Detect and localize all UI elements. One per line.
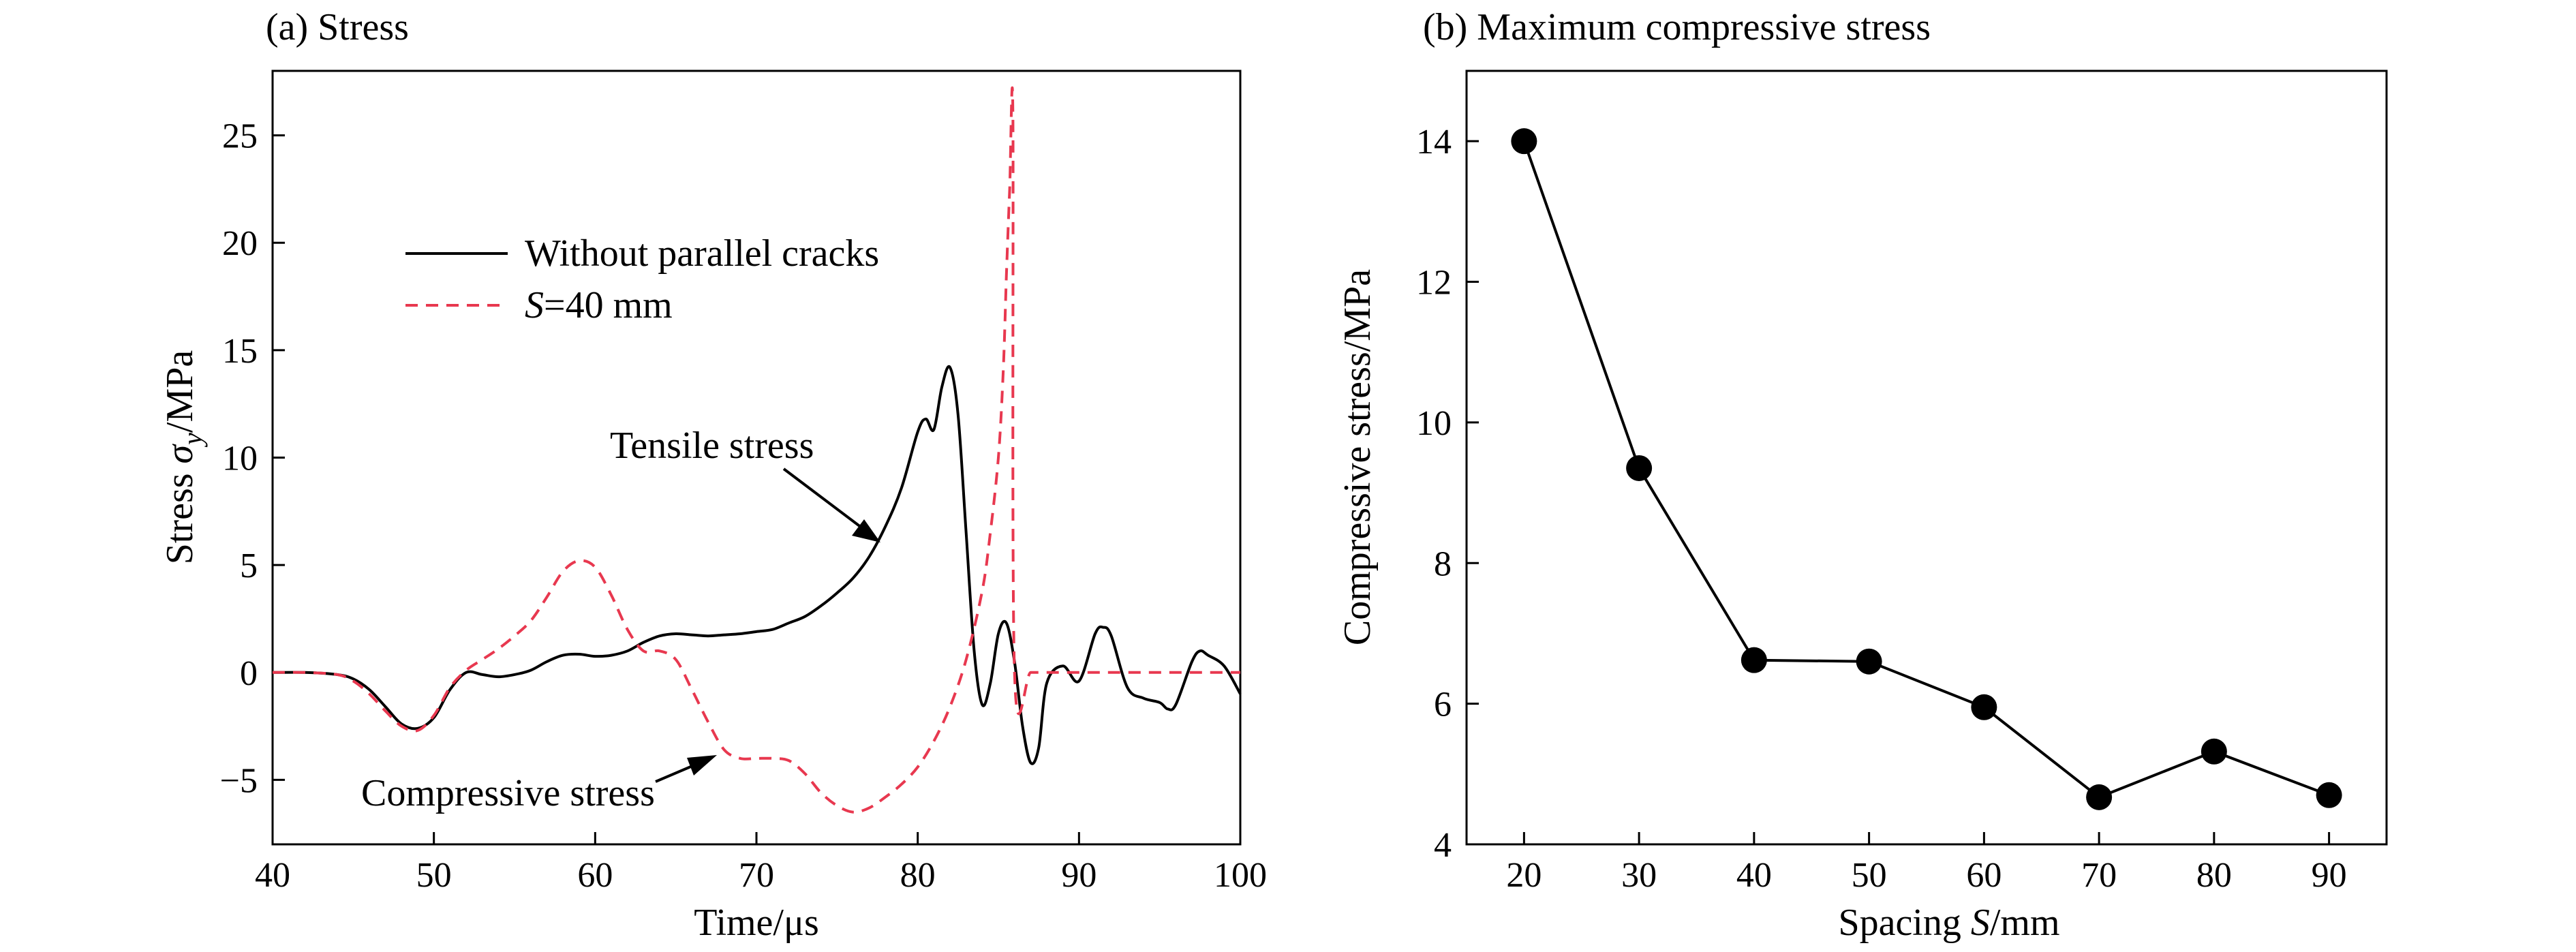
- annotation-compressive-stress: Compressive stress: [361, 772, 655, 814]
- x-tick-label-b-90: 90: [2312, 856, 2347, 895]
- data-point-b-80: [2201, 738, 2227, 765]
- x-tick-label-a-60: 60: [577, 856, 613, 895]
- y-tick-label-b-6: 6: [1434, 686, 1452, 724]
- panel-b-series: [1511, 128, 2342, 810]
- y-tick-label-b-10: 10: [1416, 404, 1452, 443]
- y-tick-label-a-25: 25: [222, 117, 258, 156]
- panel-b-xlabel-prefix: Spacing: [1838, 902, 1970, 944]
- panel-a-ylabel: Stress σy/MPa: [159, 350, 208, 565]
- panel-b-title: (b) Maximum compressive stress: [1423, 6, 1931, 48]
- panel-a-ylabel-suffix: /MPa: [159, 350, 201, 433]
- panel-b-ticks: 20 30 40 50 60 70 80 90 4 6 8 10 12 14: [1416, 123, 2347, 895]
- y-tick-label-b-8: 8: [1434, 544, 1452, 583]
- panel-a-ylabel-symbol: σ: [159, 443, 201, 463]
- x-tick-label-a-100: 100: [1214, 856, 1267, 895]
- x-tick-label-b-60: 60: [1966, 856, 2002, 895]
- x-tick-label-a-80: 80: [900, 856, 936, 895]
- panel-b-xlabel-suffix: /mm: [1990, 902, 2060, 944]
- annotation-tensile-stress: Tensile stress: [610, 425, 814, 467]
- arrow-compressive-head: [687, 755, 717, 776]
- x-tick-label-b-70: 70: [2081, 856, 2117, 895]
- y-tick-label-a-10: 10: [222, 440, 258, 478]
- x-tick-label-b-30: 30: [1621, 856, 1657, 895]
- legend-label-s40: S=40 mm: [525, 284, 673, 326]
- arrow-tensile-shaft: [782, 467, 868, 533]
- x-tick-label-a-40: 40: [255, 856, 290, 895]
- data-point-b-20: [1511, 128, 1537, 155]
- panel-a-ticks: 40 50 60 70 80 90 100 −5 0 5 10 15 20 25: [220, 117, 1267, 895]
- x-tick-label-b-40: 40: [1736, 856, 1772, 895]
- data-point-b-60: [1971, 694, 1997, 720]
- series-line-b-0: [1522, 140, 2330, 799]
- data-point-b-40: [1741, 647, 1767, 673]
- panel-a-stress: (a) Stress 40 50 60 70 80 90 100 −5 0 5 10 15 20 25 W…: [159, 6, 1267, 944]
- panel-a-series: [272, 87, 1242, 814]
- x-tick-label-a-90: 90: [1061, 856, 1097, 895]
- panel-a-legend: Without parallel cracks S=40 mm: [405, 232, 879, 326]
- x-tick-label-a-50: 50: [416, 856, 452, 895]
- series-line-a-0: [272, 365, 1242, 765]
- panel-b-axes-frame: [1465, 70, 2388, 846]
- arrow-tensile-head: [852, 519, 880, 542]
- panel-b-xlabel-italic: S: [1971, 902, 1990, 944]
- legend-label-without-cracks: Without parallel cracks: [525, 232, 879, 275]
- x-tick-label-b-20: 20: [1506, 856, 1542, 895]
- panel-a-title: (a) Stress: [266, 6, 409, 48]
- x-tick-label-b-50: 50: [1852, 856, 1887, 895]
- data-point-b-30: [1626, 455, 1653, 481]
- panel-a-xlabel: Time/μs: [694, 902, 819, 944]
- data-point-b-50: [1856, 648, 1882, 675]
- panel-a-ylabel-subscript: y: [177, 433, 208, 448]
- y-tick-label-a--5: −5: [220, 761, 258, 800]
- legend-label-s40-italic: S: [525, 284, 544, 326]
- panel-b-xlabel: Spacing S/mm: [1838, 902, 2059, 944]
- y-tick-label-b-14: 14: [1416, 123, 1452, 162]
- panel-a-ylabel-prefix: Stress: [159, 463, 201, 564]
- y-tick-label-a-0: 0: [240, 654, 258, 693]
- series-line-a-1: [272, 87, 1240, 814]
- panel-b-ylabel: Compressive stress/MPa: [1336, 269, 1379, 645]
- y-tick-label-a-15: 15: [222, 332, 258, 371]
- x-tick-label-b-80: 80: [2196, 856, 2232, 895]
- x-tick-label-a-70: 70: [739, 856, 774, 895]
- panel-b-max-compressive: (b) Maximum compressive stress 20 30 40 50 6…: [1336, 6, 2388, 944]
- legend-label-s40-rest: =40 mm: [544, 284, 673, 326]
- y-tick-label-b-12: 12: [1416, 264, 1452, 303]
- data-point-b-90: [2316, 782, 2342, 808]
- y-tick-label-a-5: 5: [240, 547, 258, 585]
- y-tick-label-b-4: 4: [1434, 826, 1452, 865]
- y-tick-label-a-20: 20: [222, 224, 258, 263]
- data-point-b-70: [2086, 784, 2113, 810]
